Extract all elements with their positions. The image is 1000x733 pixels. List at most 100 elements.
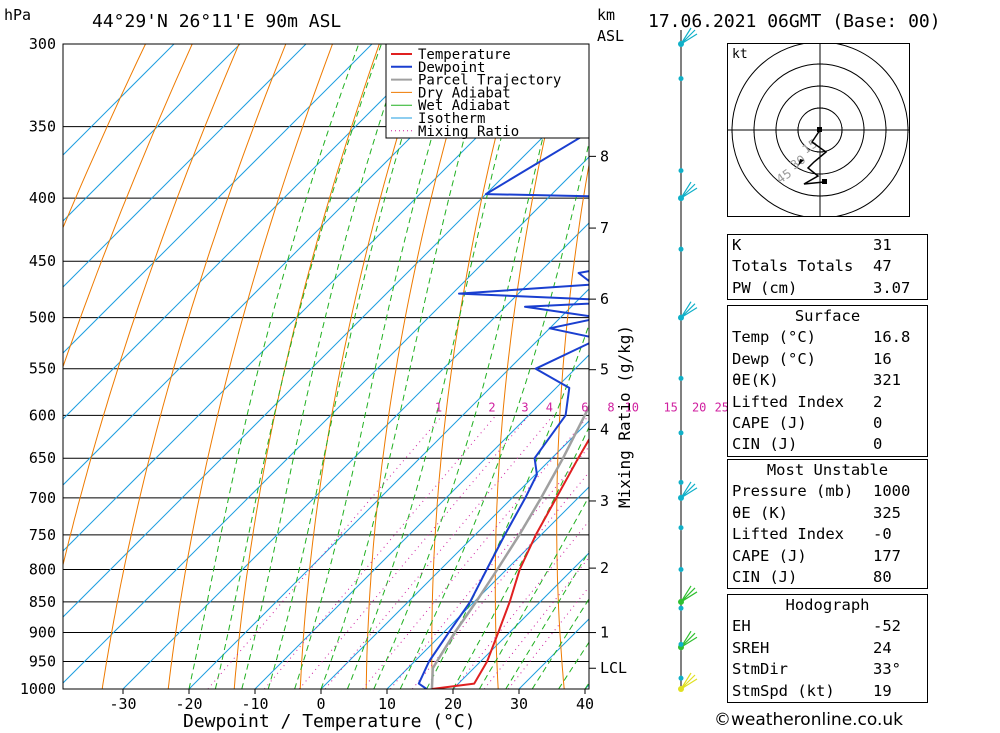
isotherm-line <box>320 420 589 689</box>
km-tick-label: 7 <box>600 219 609 237</box>
km-tick-label: 4 <box>600 420 609 438</box>
temp-tick-label: -30 <box>109 695 136 713</box>
mixing-ratio-label: 3 <box>521 400 528 414</box>
location-title: 44°29'N 26°11'E 90m ASL <box>92 11 341 32</box>
surface-cin-label: CIN (J) <box>732 435 798 454</box>
isotherm-line <box>63 44 439 420</box>
pressure-tick-label: 450 <box>29 252 56 270</box>
k-value: 31 <box>873 236 892 254</box>
surface-table: Surface Temp (°C) 16.8 Dewp (°C) 16 θE(K) 3… <box>727 305 928 457</box>
hodograph-unit: kt <box>732 47 748 62</box>
wind-dot <box>678 168 684 174</box>
pressure-tick-label: 350 <box>29 118 56 136</box>
surface-temp-value: 16.8 <box>873 328 911 347</box>
wind-dot <box>678 675 684 681</box>
km-tick-label: 1 <box>600 624 609 642</box>
temperature-line <box>431 437 589 689</box>
wind-dot <box>678 246 684 252</box>
pressure-tick-label: 500 <box>29 309 56 327</box>
km-tick-label: 3 <box>600 492 609 510</box>
sreh-label: SREH <box>732 638 770 657</box>
axis-layer: 1 2 3 4 6 8 10 15 20 2530035040045050055060065070… <box>20 35 729 713</box>
stmspd-label: StmSpd (kt) <box>732 681 835 700</box>
mixing-ratio-line <box>483 556 589 689</box>
date-title: 17.06.2021 06GMT (Base: 00) <box>648 11 941 32</box>
grid-layer <box>63 44 589 689</box>
plot-frame <box>62 43 590 690</box>
mixing-ratio-label: 4 <box>546 400 553 414</box>
wind-dot <box>678 525 684 531</box>
wet-adiabat <box>267 44 432 689</box>
wet-adiabat <box>188 44 360 689</box>
surface-cape-label: CAPE (J) <box>732 414 807 433</box>
pressure-tick-label: 850 <box>29 593 56 611</box>
pressure-tick-label: 300 <box>29 35 56 53</box>
surface-title: Surface <box>794 307 861 325</box>
hodograph-trace <box>803 129 828 185</box>
temp-tick-label: -10 <box>241 695 268 713</box>
mixing-ratio-label: 10 <box>625 400 639 414</box>
mixing-ratio-label: 25 <box>715 400 729 414</box>
mixing-ratio-label: 6 <box>581 400 588 414</box>
eh-value: -52 <box>873 617 901 636</box>
isotherm-line <box>63 44 373 354</box>
dry-adiabat <box>63 44 146 229</box>
pressure-tick-label: 600 <box>29 406 56 424</box>
wet-adiabat <box>346 44 527 689</box>
stmdir-label: StmDir <box>732 660 788 679</box>
legend-box <box>385 43 590 139</box>
surface-theta-value: 321 <box>873 371 901 390</box>
mu-title: Most Unstable <box>766 461 889 479</box>
surface-dewp-label: Dewp (°C) <box>732 349 816 368</box>
legend-label: Dewpoint <box>418 60 485 76</box>
isotherm-line <box>386 486 589 689</box>
km-unit: km <box>597 6 615 24</box>
wind-dot <box>678 641 684 647</box>
hpa-unit: hPa <box>4 6 31 24</box>
storm-motion-arrow <box>798 159 804 166</box>
wind-barb <box>680 672 698 690</box>
pressure-tick-label: 900 <box>29 624 56 642</box>
wind-barb <box>680 481 698 499</box>
isotherm-line <box>63 44 241 222</box>
mu-pressure-value: 1000 <box>873 482 911 501</box>
isotherm-line <box>122 222 589 689</box>
most-unstable-table: Most Unstable Pressure (mb) 1000 θE (K) 32… <box>727 459 928 590</box>
dry-adiabat <box>299 44 427 689</box>
mixing-ratio-line <box>390 445 589 689</box>
mu-cin-label: CIN (J) <box>732 568 798 587</box>
mixing-ratio-label: 20 <box>692 400 706 414</box>
wind-barb <box>680 27 698 45</box>
surface-cape-value: 0 <box>873 414 883 433</box>
hodograph-ring-label: 45 <box>774 166 795 186</box>
legend-label: Mixing Ratio <box>418 124 519 140</box>
isotherm-line <box>254 354 589 689</box>
wind-profile <box>678 27 698 692</box>
surface-theta-label: θE(K) <box>732 371 779 390</box>
dry-adiabat <box>233 44 380 689</box>
hodograph-panel: kt 15 30 45 <box>727 41 910 219</box>
mixing-ratio-line <box>298 414 530 689</box>
mu-li-label: Lifted Index <box>732 525 844 544</box>
surface-cin-value: 0 <box>873 435 883 454</box>
hodograph-end <box>822 179 827 184</box>
pressure-tick-label: 700 <box>29 489 56 507</box>
pressure-tick-label: 1000 <box>20 680 56 698</box>
wet-adiabat <box>399 140 589 689</box>
mixing-ratio-label: 15 <box>663 400 677 414</box>
km-tick-label: LCL <box>600 659 627 677</box>
pressure-tick-label: 950 <box>29 653 56 671</box>
legend-label: Dry Adiabat <box>418 85 511 101</box>
km-tick-label: 5 <box>600 361 609 379</box>
isotherm-line <box>63 44 571 552</box>
pw-label: PW (cm) <box>732 278 798 297</box>
credit-link[interactable]: ©weatheronline.co.uk <box>714 710 904 730</box>
mixing-ratio-axis-label: Mixing Ratio (g/kg) <box>615 325 634 508</box>
wet-adiabat <box>320 44 492 689</box>
wind-barb <box>680 301 698 319</box>
hodograph-start <box>817 127 822 132</box>
pw-value: 3.07 <box>873 278 911 297</box>
surface-temp-label: Temp (°C) <box>732 328 816 347</box>
